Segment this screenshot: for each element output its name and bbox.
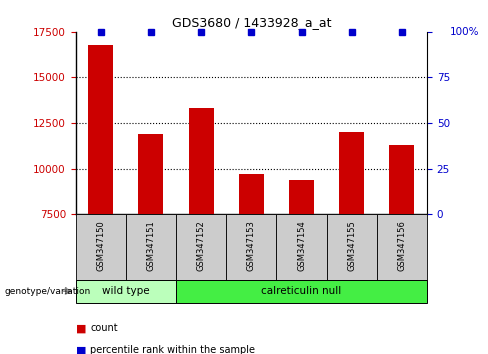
Bar bbox=[239, 174, 264, 214]
Text: calreticulin null: calreticulin null bbox=[262, 286, 342, 296]
Bar bbox=[188, 108, 214, 214]
Bar bbox=[88, 45, 113, 214]
Text: GSM347152: GSM347152 bbox=[197, 220, 205, 271]
Bar bbox=[389, 145, 414, 214]
Text: wild type: wild type bbox=[102, 286, 150, 296]
Text: ■: ■ bbox=[76, 323, 86, 333]
Bar bbox=[276, 214, 326, 280]
Text: GSM347150: GSM347150 bbox=[96, 220, 105, 271]
Bar bbox=[76, 214, 126, 280]
Text: GSM347155: GSM347155 bbox=[347, 220, 356, 271]
Text: genotype/variation: genotype/variation bbox=[5, 287, 91, 296]
Title: GDS3680 / 1433928_a_at: GDS3680 / 1433928_a_at bbox=[172, 16, 331, 29]
Bar bbox=[139, 134, 163, 214]
Text: GSM347154: GSM347154 bbox=[297, 220, 306, 271]
Text: 100%: 100% bbox=[450, 27, 479, 37]
Bar bbox=[326, 214, 377, 280]
Text: percentile rank within the sample: percentile rank within the sample bbox=[90, 346, 255, 354]
Bar bbox=[176, 214, 226, 280]
Bar bbox=[226, 214, 276, 280]
Text: GSM347153: GSM347153 bbox=[247, 220, 256, 271]
Bar bbox=[377, 214, 427, 280]
Bar bbox=[76, 280, 176, 303]
Bar bbox=[176, 280, 427, 303]
Bar bbox=[339, 132, 364, 214]
Text: GSM347156: GSM347156 bbox=[397, 220, 407, 271]
Text: GSM347151: GSM347151 bbox=[146, 220, 156, 271]
Text: ■: ■ bbox=[76, 346, 86, 354]
Bar bbox=[289, 179, 314, 214]
Bar bbox=[126, 214, 176, 280]
Text: count: count bbox=[90, 323, 118, 333]
